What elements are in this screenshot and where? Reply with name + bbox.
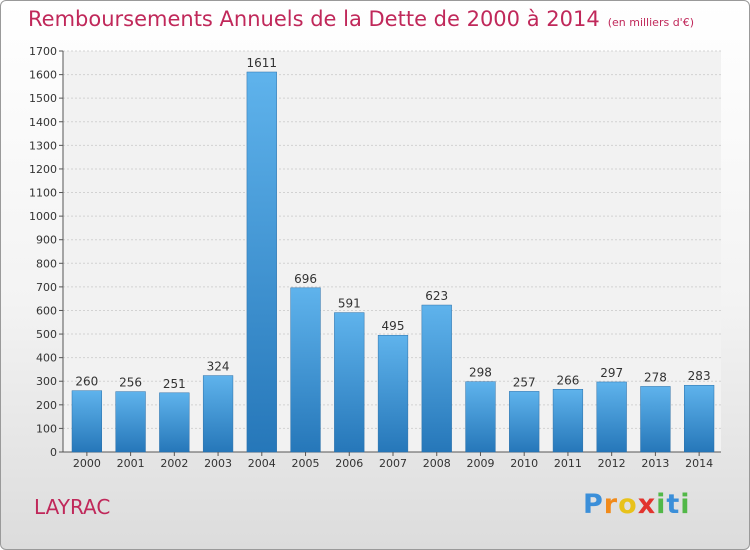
data-label-2009: 298 xyxy=(469,366,492,380)
logo-letter: i xyxy=(656,489,667,520)
bar-2014 xyxy=(684,384,715,453)
logo-letter: P xyxy=(583,489,604,520)
bar-2003 xyxy=(202,375,234,453)
y-tick-label: 1000 xyxy=(29,210,57,223)
data-label-2004: 1611 xyxy=(247,56,278,70)
x-tick-label-2003: 2003 xyxy=(204,457,232,470)
city-name: LAYRAC xyxy=(34,495,111,519)
logo-letter: r xyxy=(603,489,619,520)
y-tick-label: 100 xyxy=(36,422,57,435)
x-tick-label-2001: 2001 xyxy=(117,457,145,470)
data-label-2006: 591 xyxy=(338,297,361,311)
x-tick-label-2011: 2011 xyxy=(554,457,582,470)
y-tick-label: 800 xyxy=(36,257,57,270)
y-tick-label: 1500 xyxy=(29,92,57,105)
y-tick-label: 1300 xyxy=(29,139,57,152)
y-tick-label: 400 xyxy=(36,352,57,365)
x-tick-label-2010: 2010 xyxy=(510,457,538,470)
logo-letter: x xyxy=(637,489,657,520)
bar-2000 xyxy=(71,390,102,453)
data-label-2014: 283 xyxy=(688,369,711,383)
data-label-2008: 623 xyxy=(425,289,448,303)
x-tick-label-2004: 2004 xyxy=(248,457,276,470)
bar-2008 xyxy=(421,304,452,453)
logo-letter: o xyxy=(618,489,638,520)
bar-2001 xyxy=(115,391,146,453)
x-tick-label-2007: 2007 xyxy=(379,457,407,470)
chart-title: Remboursements Annuels de la Dette de 20… xyxy=(28,7,694,31)
proxiti-logo: Proxiti xyxy=(583,489,691,520)
bar-2002 xyxy=(159,392,190,453)
x-tick-label-2014: 2014 xyxy=(685,457,713,470)
x-tick-label-2008: 2008 xyxy=(423,457,451,470)
data-label-2013: 278 xyxy=(644,370,667,384)
y-tick-label: 200 xyxy=(36,399,57,412)
data-label-2012: 297 xyxy=(600,366,623,380)
bar-2004 xyxy=(246,71,277,453)
bar-2012 xyxy=(596,381,627,453)
x-tick-label-2005: 2005 xyxy=(292,457,320,470)
x-tick-label-2009: 2009 xyxy=(466,457,494,470)
y-tick-label: 700 xyxy=(36,281,57,294)
chart-subtitle: (en milliers d'€) xyxy=(607,16,694,29)
x-tick-label-2006: 2006 xyxy=(335,457,363,470)
y-tick-label: 500 xyxy=(36,328,57,341)
x-tick-label-2000: 2000 xyxy=(73,457,101,470)
y-tick-label: 600 xyxy=(36,304,57,317)
x-tick-label-2002: 2002 xyxy=(160,457,188,470)
chart-title-text: Remboursements Annuels de la Dette de 20… xyxy=(28,7,600,31)
y-tick-label: 1400 xyxy=(29,116,57,129)
data-label-2011: 266 xyxy=(556,373,579,387)
data-label-2003: 324 xyxy=(207,360,230,374)
bar-2013 xyxy=(640,386,671,453)
x-tick-label-2012: 2012 xyxy=(598,457,626,470)
logo-letter: i xyxy=(680,489,691,520)
y-tick-label: 1600 xyxy=(29,69,57,82)
y-tick-label: 0 xyxy=(50,446,57,459)
logo-letter: t xyxy=(666,489,681,520)
bar-2011 xyxy=(552,389,584,453)
bar-2006 xyxy=(334,312,365,453)
bar-2010 xyxy=(509,391,540,453)
x-tick-label-2013: 2013 xyxy=(641,457,669,470)
data-label-2002: 251 xyxy=(163,377,186,391)
bar-2009 xyxy=(465,381,496,453)
bar-2005 xyxy=(290,287,321,453)
y-tick-label: 300 xyxy=(36,375,57,388)
y-tick-label: 900 xyxy=(36,234,57,247)
y-tick-label: 1100 xyxy=(29,187,57,200)
data-label-2010: 257 xyxy=(513,375,536,389)
y-tick-label: 1200 xyxy=(29,163,57,176)
y-tick-label: 1700 xyxy=(29,45,57,58)
data-label-2007: 495 xyxy=(382,319,405,333)
data-label-2005: 696 xyxy=(294,272,317,286)
data-label-2001: 256 xyxy=(119,376,142,390)
data-label-2000: 260 xyxy=(75,375,98,389)
bar-2007 xyxy=(377,334,409,453)
